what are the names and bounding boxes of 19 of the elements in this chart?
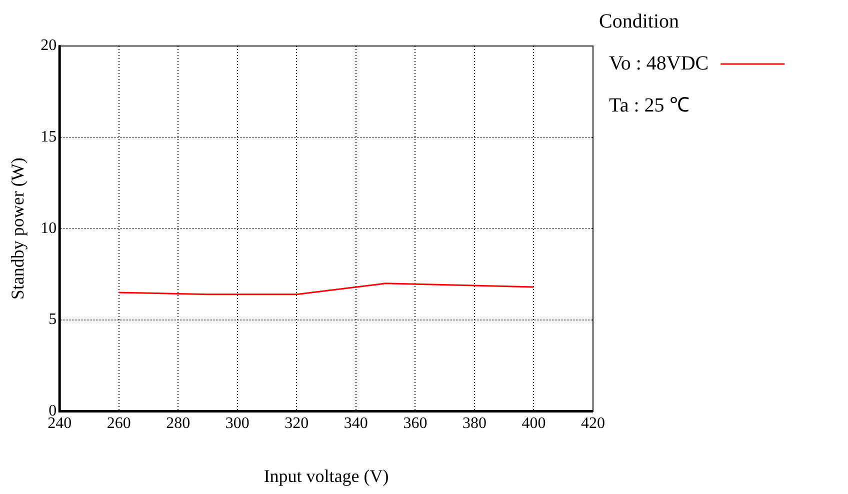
x-tick-label: 420 [581,415,605,432]
y-tick-label: 10 [40,220,57,237]
y-tick-label: 15 [40,128,57,146]
y-axis-title: Standby power (W) [8,158,28,300]
x-axis-title: Input voltage (V) [264,466,389,486]
y-tick-label: 20 [40,37,57,54]
y-tick-label: 5 [48,311,57,328]
x-tick-label: 400 [522,415,546,432]
legend-label: Vo : 48VDC [609,52,709,74]
x-tick-label: 240 [48,415,72,432]
x-tick-label: 300 [225,415,250,432]
x-tick-label: 260 [106,415,131,432]
x-tick-label: 380 [462,415,486,432]
x-tick-label: 340 [344,415,368,432]
legend-title: Condition [599,10,680,32]
text: Ta : 25 ℃ [609,94,690,116]
x-tick-label: 320 [284,415,309,432]
x-tick-label: 360 [403,415,428,432]
x-tick-label: 280 [166,415,190,432]
